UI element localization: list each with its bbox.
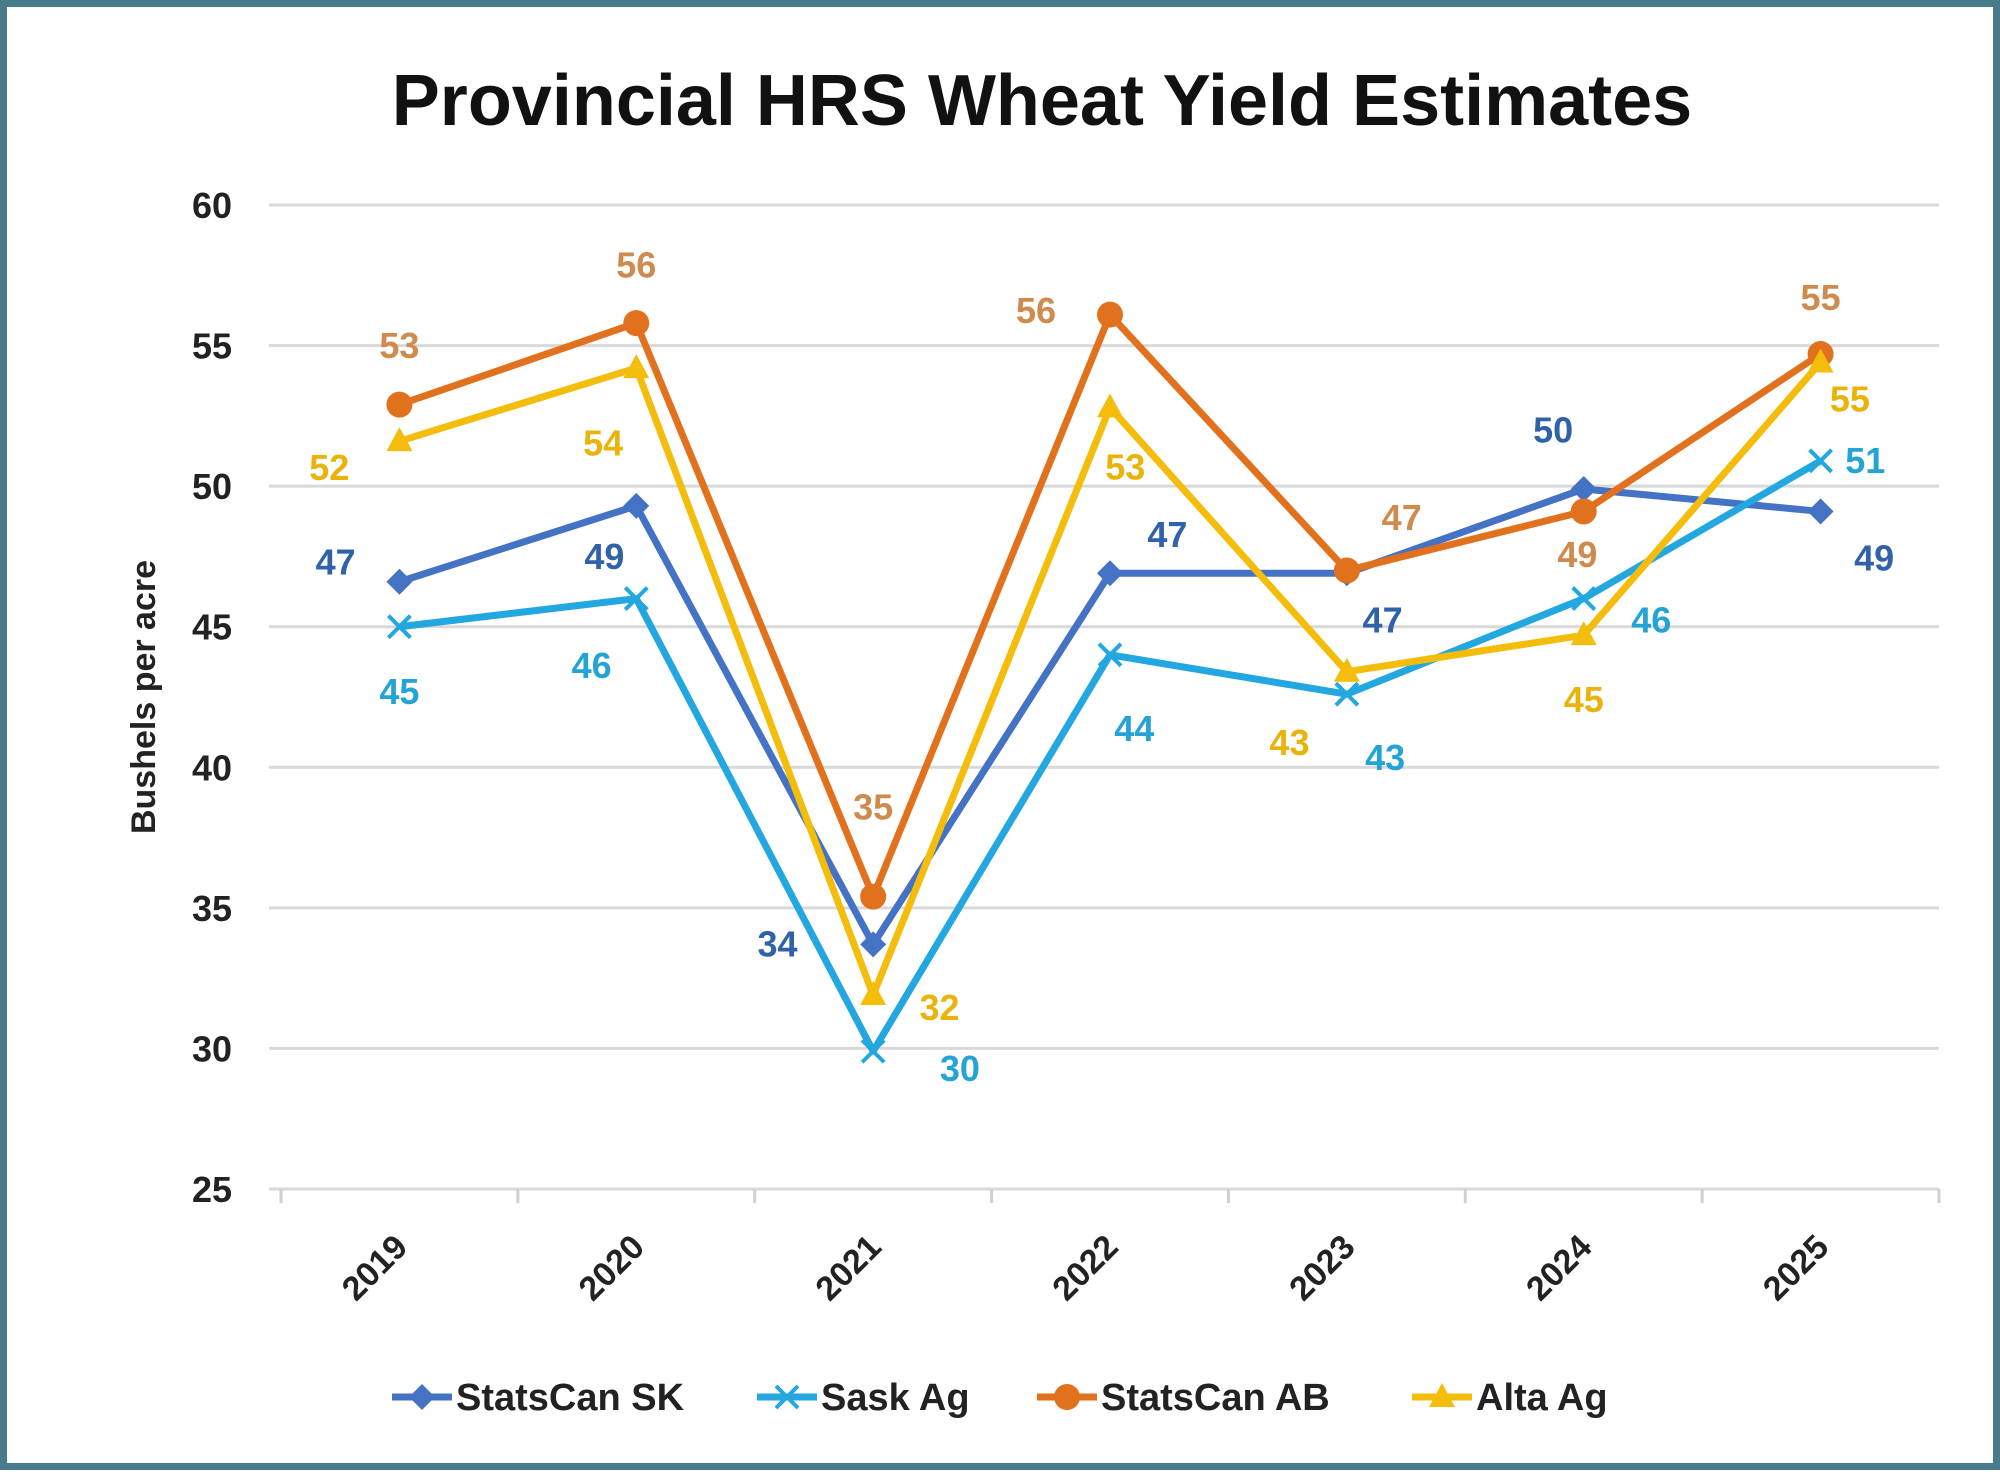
legend-label: Alta Ag — [1476, 1377, 1608, 1419]
legend-item: Alta Ag — [1412, 1377, 1608, 1419]
diamond-marker — [386, 568, 413, 595]
y-tick-label: 50 — [192, 466, 232, 507]
data-label: 47 — [316, 542, 356, 583]
y-tick-label: 25 — [192, 1169, 232, 1210]
x-tick-label: 2020 — [572, 1228, 652, 1308]
y-tick-label: 30 — [192, 1028, 232, 1069]
x-marker — [860, 1038, 886, 1064]
data-label: 45 — [379, 671, 419, 712]
data-label: 45 — [1564, 679, 1604, 720]
data-label: 53 — [379, 325, 419, 366]
diamond-marker — [409, 1384, 435, 1410]
legend-item: StatsCan SK — [392, 1377, 685, 1419]
x-marker — [623, 586, 649, 612]
y-tick-label: 40 — [192, 747, 232, 788]
y-tick-label: 60 — [192, 185, 232, 226]
data-label: 56 — [616, 245, 656, 286]
circle-marker — [386, 391, 413, 418]
data-label: 30 — [940, 1048, 980, 1089]
x-tick-label: 2022 — [1045, 1228, 1125, 1308]
triangle-marker — [623, 354, 650, 379]
diamond-marker — [1570, 475, 1597, 502]
data-label: 49 — [1557, 534, 1597, 575]
triangle-marker — [1429, 1383, 1455, 1407]
diamond-marker — [1807, 498, 1834, 525]
triangle-marker — [1097, 393, 1123, 418]
series-sask-ag: 45 46 30 44 43 46 51 — [379, 440, 1885, 1089]
data-label: 56 — [1016, 290, 1056, 331]
x-tick-label: 2025 — [1756, 1228, 1836, 1308]
data-label: 44 — [1114, 708, 1154, 749]
data-label: 47 — [1382, 497, 1422, 538]
triangle-marker — [386, 427, 413, 452]
line-chart: Provincial HRS Wheat Yield Estimates Bus… — [125, 61, 1941, 1419]
x-marker — [1334, 681, 1360, 707]
data-label: 54 — [583, 422, 623, 463]
circle-marker — [1054, 1384, 1080, 1410]
circle-marker — [1097, 301, 1123, 328]
triangle-marker — [1333, 657, 1360, 682]
x-marker — [387, 614, 412, 640]
data-label: 50 — [1533, 409, 1573, 450]
legend-item: StatsCan AB — [1037, 1377, 1330, 1419]
x-marker — [774, 1384, 800, 1410]
data-label: 55 — [1830, 378, 1870, 419]
data-label: 55 — [1801, 277, 1841, 318]
triangle-marker — [860, 981, 887, 1006]
series-alta-ag: 52 54 32 53 43 45 55 — [309, 348, 1870, 1028]
circle-marker — [623, 310, 650, 337]
triangle-marker — [1807, 348, 1834, 373]
series-statscan-ab: 53 56 35 56 47 49 55 — [379, 245, 1841, 910]
chart-title: Provincial HRS Wheat Yield Estimates — [392, 61, 1692, 141]
x-tick-label: 2024 — [1519, 1228, 1599, 1308]
x-marker — [1808, 448, 1833, 474]
circle-marker — [1333, 557, 1360, 584]
y-tick-label: 55 — [192, 326, 232, 367]
data-label: 43 — [1269, 722, 1309, 763]
data-label: 49 — [1854, 538, 1894, 579]
circle-marker — [1570, 498, 1597, 525]
data-label: 49 — [584, 536, 624, 577]
data-label: 35 — [853, 786, 893, 827]
circle-marker — [860, 883, 887, 910]
triangle-marker — [1570, 621, 1597, 646]
legend-label: StatsCan AB — [1101, 1377, 1330, 1419]
diamond-marker — [860, 931, 887, 958]
diamond-marker — [623, 492, 650, 519]
data-label: 47 — [1363, 599, 1403, 640]
data-label: 32 — [919, 987, 959, 1028]
y-axis-title: Bushels per acre — [125, 560, 163, 834]
data-label: 53 — [1105, 446, 1145, 487]
data-label: 43 — [1365, 737, 1405, 778]
data-label: 46 — [1631, 599, 1671, 640]
legend-label: StatsCan SK — [456, 1377, 685, 1419]
data-label: 52 — [309, 447, 349, 488]
x-marker — [1097, 642, 1123, 668]
x-tick-label: 2021 — [808, 1228, 888, 1308]
x-tick-label: 2019 — [335, 1228, 415, 1308]
y-tick-label: 35 — [192, 888, 232, 929]
data-label: 34 — [757, 923, 797, 964]
legend-item: Sask Ag — [757, 1377, 970, 1419]
diamond-marker — [1097, 560, 1123, 587]
data-label: 51 — [1845, 440, 1885, 481]
data-label: 47 — [1147, 514, 1187, 555]
x-tick-label: 2023 — [1282, 1228, 1362, 1308]
legend-label: Sask Ag — [821, 1377, 970, 1419]
series-statscan-sk: 47 49 34 47 47 50 49 — [316, 409, 1895, 964]
data-label: 46 — [572, 645, 612, 686]
x-marker — [1571, 586, 1597, 612]
y-tick-label: 45 — [192, 607, 232, 648]
